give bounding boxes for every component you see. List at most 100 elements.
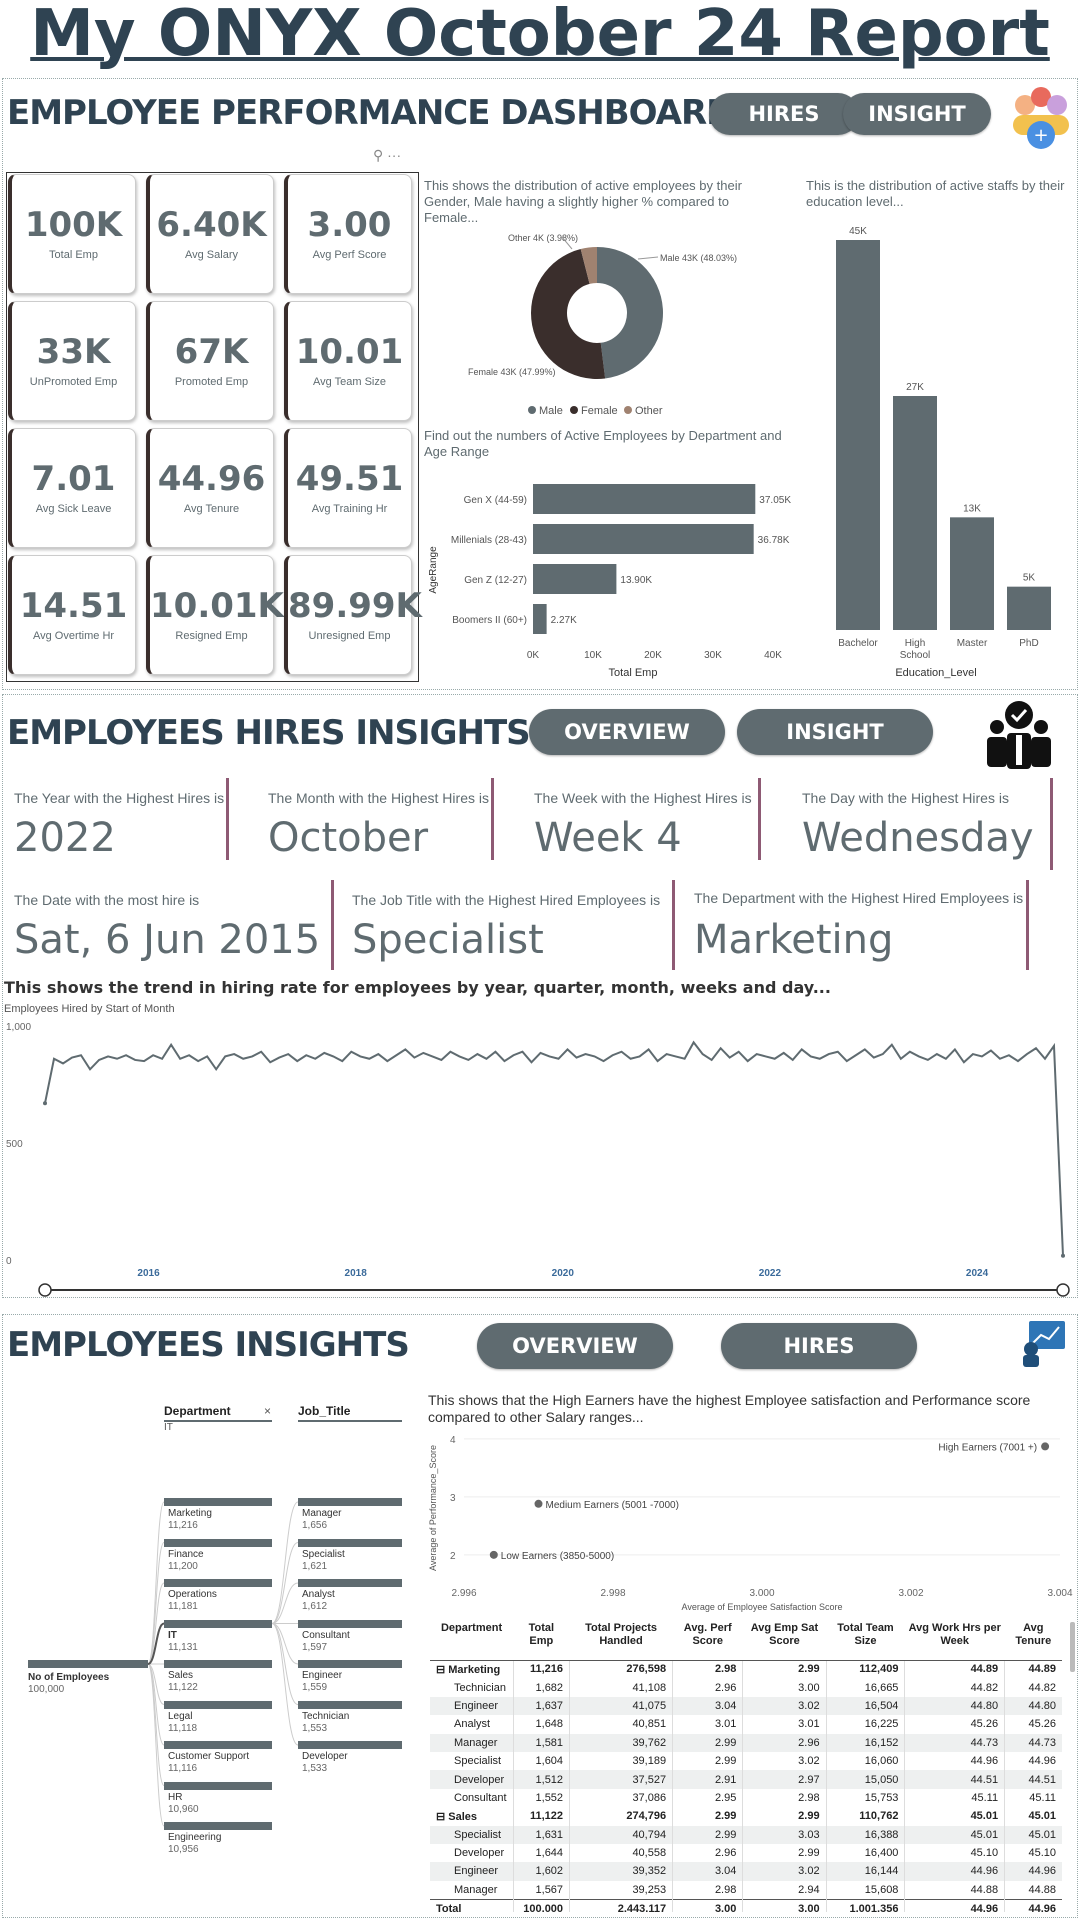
column-header[interactable]: Avg Emp Sat Score (742, 1620, 827, 1661)
kpi-value: 100K (24, 205, 123, 245)
overview-button-2[interactable]: OVERVIEW (477, 1323, 673, 1369)
department-header[interactable]: Department (164, 1404, 272, 1422)
table-row[interactable]: ⊟ Sales 11,122 274,796 2.99 2.99 110,762 45.01… (430, 1807, 1062, 1826)
table-cell: 276,598 (569, 1660, 673, 1679)
donut-slice (580, 247, 597, 284)
kpi-label: Avg Sick Leave (35, 503, 112, 515)
column-header[interactable]: Avg Work Hrs per Week (904, 1620, 1005, 1661)
kpi-label: Avg Perf Score (312, 249, 387, 261)
kpi-label: Avg Overtime Hr (32, 630, 115, 642)
insight-button-2[interactable]: INSIGHT (737, 709, 933, 755)
table-cell: 44.89 (904, 1660, 1005, 1679)
column-header[interactable]: Total Projects Handled (569, 1620, 673, 1661)
table-row[interactable]: Manager 1,581 39,762 2.99 2.96 16,152 44.73 44.… (430, 1733, 1062, 1752)
tree-link (271, 1501, 299, 1624)
kpi-card[interactable]: 100K Total Emp (8, 174, 136, 294)
overview-button[interactable]: OVERVIEW (529, 709, 725, 755)
table-row[interactable]: Technician 1,682 41,108 2.96 3.00 16,665 44.82… (430, 1678, 1062, 1697)
kpi-card[interactable]: 10.01K Resigned Emp (146, 555, 284, 675)
job-bar[interactable] (298, 1700, 402, 1709)
dept-bar[interactable] (164, 1619, 272, 1628)
job-bar[interactable] (298, 1741, 402, 1749)
dept-bar[interactable] (164, 1498, 272, 1506)
kpi-card[interactable]: 7.01 Avg Sick Leave (8, 428, 136, 548)
table-cell: 2.99 (672, 1825, 743, 1844)
age-bar (533, 524, 754, 554)
job-name: Manager (302, 1508, 342, 1519)
kpi-card[interactable]: 33K UnPromoted Emp (8, 301, 136, 421)
column-header[interactable]: Department (430, 1620, 514, 1661)
edu-category-label: Bachelor (838, 638, 878, 649)
year-value: 2022 (14, 815, 116, 861)
job-title-header[interactable]: Job_Title (298, 1404, 402, 1422)
kpi-card[interactable]: 44.96 Avg Tenure (146, 428, 274, 548)
job-bar[interactable] (298, 1660, 402, 1668)
table-row[interactable]: Engineer 1,602 39,352 3.04 3.02 16,144 44.96 44… (430, 1862, 1062, 1881)
job-bar[interactable] (298, 1538, 402, 1547)
table-row[interactable]: Developer 1,644 40,558 2.96 2.99 16,400 45.10 4… (430, 1843, 1062, 1863)
age-xlabel: Total Emp (609, 667, 658, 679)
column-header[interactable]: Avg. Perf Score (672, 1620, 743, 1661)
table-row[interactable]: Analyst 1,648 40,851 3.01 3.01 16,225 45.26 45.… (430, 1715, 1062, 1734)
job-bar[interactable] (298, 1498, 402, 1506)
job-bar[interactable] (298, 1619, 402, 1628)
dept-bar[interactable] (164, 1660, 272, 1668)
dept-bar[interactable] (164, 1579, 272, 1587)
dept-name: Customer Support (168, 1751, 250, 1762)
table-row[interactable]: ⊟ Marketing 11,216 276,598 2.98 2.99 112,409 4… (430, 1660, 1062, 1679)
scatter-xtick: 2.998 (600, 1588, 625, 1599)
kpi-card[interactable]: 10.01 Avg Team Size (284, 301, 412, 421)
table-cell: 2.98 (742, 1788, 827, 1808)
table-row[interactable]: Consultant 1,552 37,086 2.95 2.98 15,753 45.11… (430, 1788, 1062, 1808)
scatter-ylabel: Average of Performance_Score (428, 1445, 438, 1571)
kpi-card[interactable]: 3.00 Avg Perf Score (284, 174, 412, 294)
kpi-card[interactable]: 67K Promoted Emp (146, 301, 274, 421)
job-bar[interactable] (298, 1579, 402, 1587)
filter-icon[interactable]: ⚲ ··· (373, 147, 402, 163)
table-row[interactable]: Developer 1,512 37,527 2.91 2.97 15,050 44.51 4… (430, 1770, 1062, 1789)
year-label: The Year with the Highest Hires is (14, 790, 225, 806)
hires-trend-line-chart[interactable]: 0 500 1,000 2016 2018 2020 2022 2024 (0, 1016, 1080, 1298)
dept-name: IT (168, 1629, 177, 1641)
kpi-card[interactable]: 14.51 Avg Overtime Hr (8, 555, 136, 675)
table-cell: 44.96 (1004, 1862, 1062, 1881)
column-header[interactable]: Total Emp (513, 1620, 570, 1661)
kpi-card[interactable]: 49.51 Avg Training Hr (284, 428, 412, 548)
kpi-label: Promoted Emp (174, 376, 249, 388)
insight-button[interactable]: INSIGHT (843, 93, 991, 135)
scatter-point (534, 1499, 543, 1508)
table-cell: 16,152 (825, 1733, 905, 1752)
kpi-value: 33K (36, 332, 111, 372)
close-icon[interactable]: × (264, 1404, 272, 1418)
dept-bar[interactable] (164, 1538, 272, 1547)
root-bar[interactable] (28, 1660, 148, 1668)
gender-donut-chart[interactable]: Male 43K (48.03%) Female 43K (47.99%) Othe… (424, 225, 804, 420)
hires-button[interactable]: HIRES (709, 93, 859, 135)
table-row[interactable]: Total 100,000 2,443,117 3.00 3.00 1,001,356 44… (430, 1898, 1062, 1912)
table-cell: 45.10 (1004, 1843, 1062, 1863)
table-row[interactable]: Specialist 1,631 40,794 2.99 3.03 16,388 45.01… (430, 1825, 1062, 1844)
age-range-bar-chart[interactable]: Gen X (44-59) 37.05K Millenials (28-43) 36.… (420, 470, 800, 682)
dept-value: 11,131 (168, 1641, 198, 1653)
table-scrollbar[interactable] (1070, 1622, 1075, 1672)
column-header[interactable]: Total Team Size (826, 1620, 905, 1661)
dept-value: 11,216 (168, 1520, 198, 1531)
table-row[interactable]: Engineer 1,637 41,075 3.04 3.02 16,504 44.80 44… (430, 1696, 1062, 1716)
table-row[interactable]: Specialist 1,604 39,189 2.99 3.02 16,060 44.96… (430, 1751, 1062, 1771)
kpi-label: Total Emp (49, 249, 98, 261)
salary-scatter-chart[interactable]: 2 3 4 2.996 2.998 3.000 3.002 3.004 Average of E… (424, 1428, 1080, 1614)
dept-bar[interactable] (164, 1822, 272, 1830)
column-header[interactable]: Avg Tenure (1004, 1620, 1062, 1661)
dept-bar[interactable] (164, 1700, 272, 1709)
table-row[interactable]: Manager 1,567 39,253 2.98 2.94 15,608 44.88 44.… (430, 1880, 1062, 1900)
legend-label: Other (635, 405, 663, 417)
table-cell: 39,189 (569, 1751, 673, 1771)
kpi-card[interactable]: 6.40K Avg Salary (146, 174, 274, 294)
hires-button-2[interactable]: HIRES (721, 1323, 917, 1369)
dept-bar[interactable] (164, 1741, 272, 1749)
department-matrix-table[interactable]: Department Total Emp Total Projects Handle… (430, 1620, 1070, 1912)
dept-value: 11,116 (168, 1763, 198, 1774)
dept-bar[interactable] (164, 1781, 272, 1790)
kpi-card[interactable]: 89.99K Unresigned Emp (284, 555, 422, 675)
